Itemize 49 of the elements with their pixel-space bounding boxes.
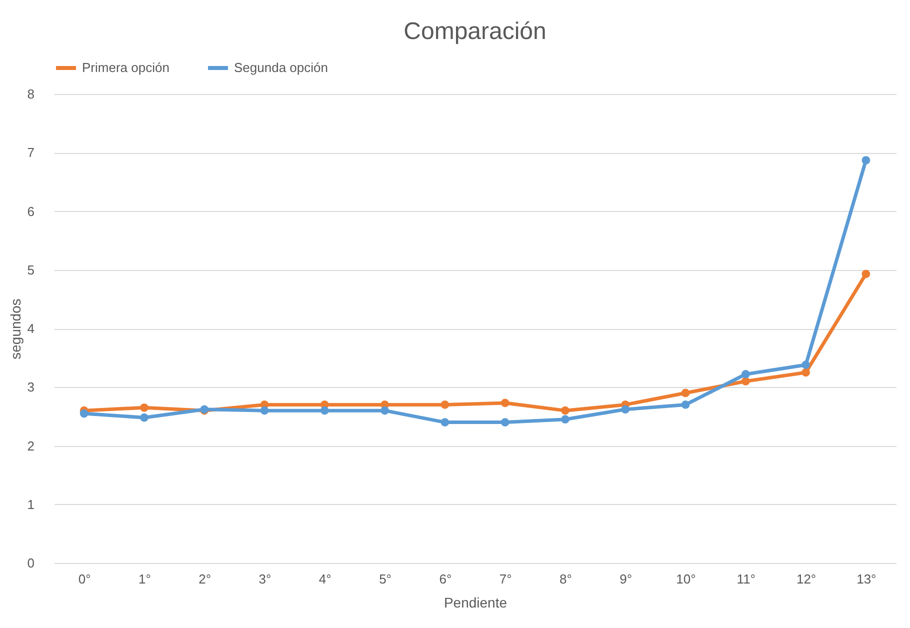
x-tick-label: 7°	[499, 572, 512, 586]
y-tick-label: 4	[27, 321, 34, 336]
chart-title: Comparación	[404, 18, 546, 45]
y-tick-label: 1	[27, 496, 34, 512]
y-tick-label: 2	[27, 438, 34, 454]
x-tick-label: 1°	[138, 572, 151, 586]
x-tick-label: 3°	[258, 572, 272, 586]
point	[741, 370, 750, 378]
point	[320, 406, 329, 415]
point	[380, 406, 389, 415]
point	[440, 400, 450, 409]
y-axis-title: segundos	[7, 298, 24, 360]
y-tick-label: 8	[27, 86, 34, 102]
point	[500, 398, 510, 408]
point	[802, 368, 810, 377]
point	[681, 388, 690, 398]
point	[862, 156, 870, 164]
point	[140, 413, 148, 422]
x-tick-label: 8°	[559, 572, 572, 586]
x-tick-label: 12°	[796, 572, 816, 586]
x-tick-label: 13°	[856, 572, 876, 586]
x-tick-label: 4°	[318, 572, 332, 586]
x-tick-label: 11°	[736, 572, 756, 586]
x-axis-title: Pendiente	[444, 594, 508, 610]
x-tick-label: 6°	[439, 572, 452, 586]
y-tick-label: 3	[27, 380, 34, 395]
y-tick-label: 7	[27, 145, 34, 160]
point	[561, 406, 570, 415]
y-tick-label: 5	[27, 262, 34, 278]
y-tick-label: 0	[27, 556, 34, 570]
point	[260, 406, 269, 415]
point	[802, 360, 810, 370]
y-tick-label: 6	[27, 204, 34, 219]
x-tick-label: 9°	[620, 572, 632, 586]
x-tick-label: 5°	[379, 572, 392, 586]
x-tick-label: 10°	[676, 572, 696, 586]
point	[621, 405, 630, 414]
legend-label: Segunda opción	[234, 60, 328, 75]
x-tick-label: 2°	[198, 572, 212, 586]
point	[80, 409, 88, 418]
point	[561, 415, 570, 424]
point	[862, 270, 870, 278]
point	[681, 400, 690, 409]
point	[500, 418, 510, 426]
point	[440, 418, 450, 426]
point	[140, 403, 148, 412]
legend-label: Primera opción	[82, 60, 170, 75]
x-tick-label: 0°	[78, 572, 91, 586]
point	[741, 377, 750, 386]
